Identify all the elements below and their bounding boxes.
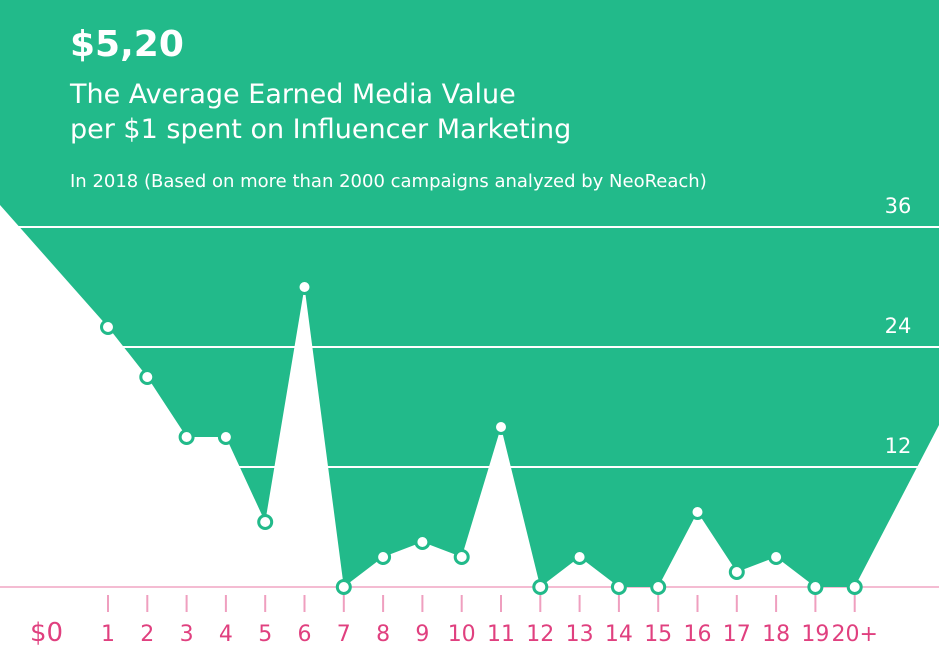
x-tick-label: 19 bbox=[801, 622, 829, 647]
chart-subtitle: In 2018 (Based on more than 2000 campaig… bbox=[70, 171, 707, 192]
y-tick-label: 0 bbox=[891, 554, 904, 578]
data-point bbox=[571, 549, 588, 565]
data-point bbox=[335, 579, 352, 595]
data-point bbox=[846, 579, 863, 595]
y-tick-label: 24 bbox=[885, 314, 912, 338]
y-tick-label: 12 bbox=[885, 434, 912, 458]
data-point bbox=[453, 549, 470, 565]
data-point bbox=[532, 579, 549, 595]
data-point bbox=[375, 549, 392, 565]
data-point bbox=[493, 419, 509, 435]
data-point bbox=[217, 429, 234, 445]
data-point bbox=[257, 514, 274, 530]
data-point bbox=[296, 279, 313, 295]
x-tick-label: 16 bbox=[684, 622, 712, 647]
data-point bbox=[650, 579, 667, 595]
y-tick-label: 36 bbox=[885, 194, 912, 218]
x-tick-label: $0 bbox=[30, 618, 63, 648]
x-tick-label: 17 bbox=[723, 622, 751, 647]
x-tick-label: 11 bbox=[487, 622, 515, 647]
x-tick-label: 1 bbox=[101, 622, 115, 647]
x-tick-label: 6 bbox=[298, 622, 312, 647]
x-tick-label: 10 bbox=[448, 622, 476, 647]
area-fill bbox=[0, 0, 939, 587]
x-tick-label: 7 bbox=[337, 622, 351, 647]
data-point bbox=[100, 319, 116, 335]
data-point bbox=[807, 579, 824, 595]
x-tick-label: 2 bbox=[140, 622, 154, 647]
x-tick-label: 20+ bbox=[831, 622, 877, 647]
chart-title-line-1: The Average Earned Media Value bbox=[70, 79, 516, 110]
chart-title-line-2: per $1 spent on Influencer Marketing bbox=[70, 114, 572, 145]
data-point bbox=[610, 579, 627, 595]
data-point bbox=[414, 534, 431, 550]
x-tick-label: 12 bbox=[526, 622, 554, 647]
x-tick-label: 4 bbox=[219, 622, 233, 647]
x-tick-label: 14 bbox=[605, 622, 633, 647]
x-tick-label: 5 bbox=[258, 622, 272, 647]
x-tick-label: 13 bbox=[566, 622, 594, 647]
x-tick-label: 8 bbox=[376, 622, 390, 647]
data-point bbox=[689, 504, 706, 520]
data-point bbox=[728, 564, 745, 580]
x-tick-label: 3 bbox=[180, 622, 194, 647]
x-tick-label: 15 bbox=[644, 622, 672, 647]
data-point bbox=[139, 369, 156, 385]
headline-value: $5,20 bbox=[70, 24, 184, 65]
data-point bbox=[178, 429, 195, 445]
data-point bbox=[768, 549, 785, 565]
x-tick-label: 18 bbox=[762, 622, 790, 647]
x-tick-label: 9 bbox=[415, 622, 429, 647]
